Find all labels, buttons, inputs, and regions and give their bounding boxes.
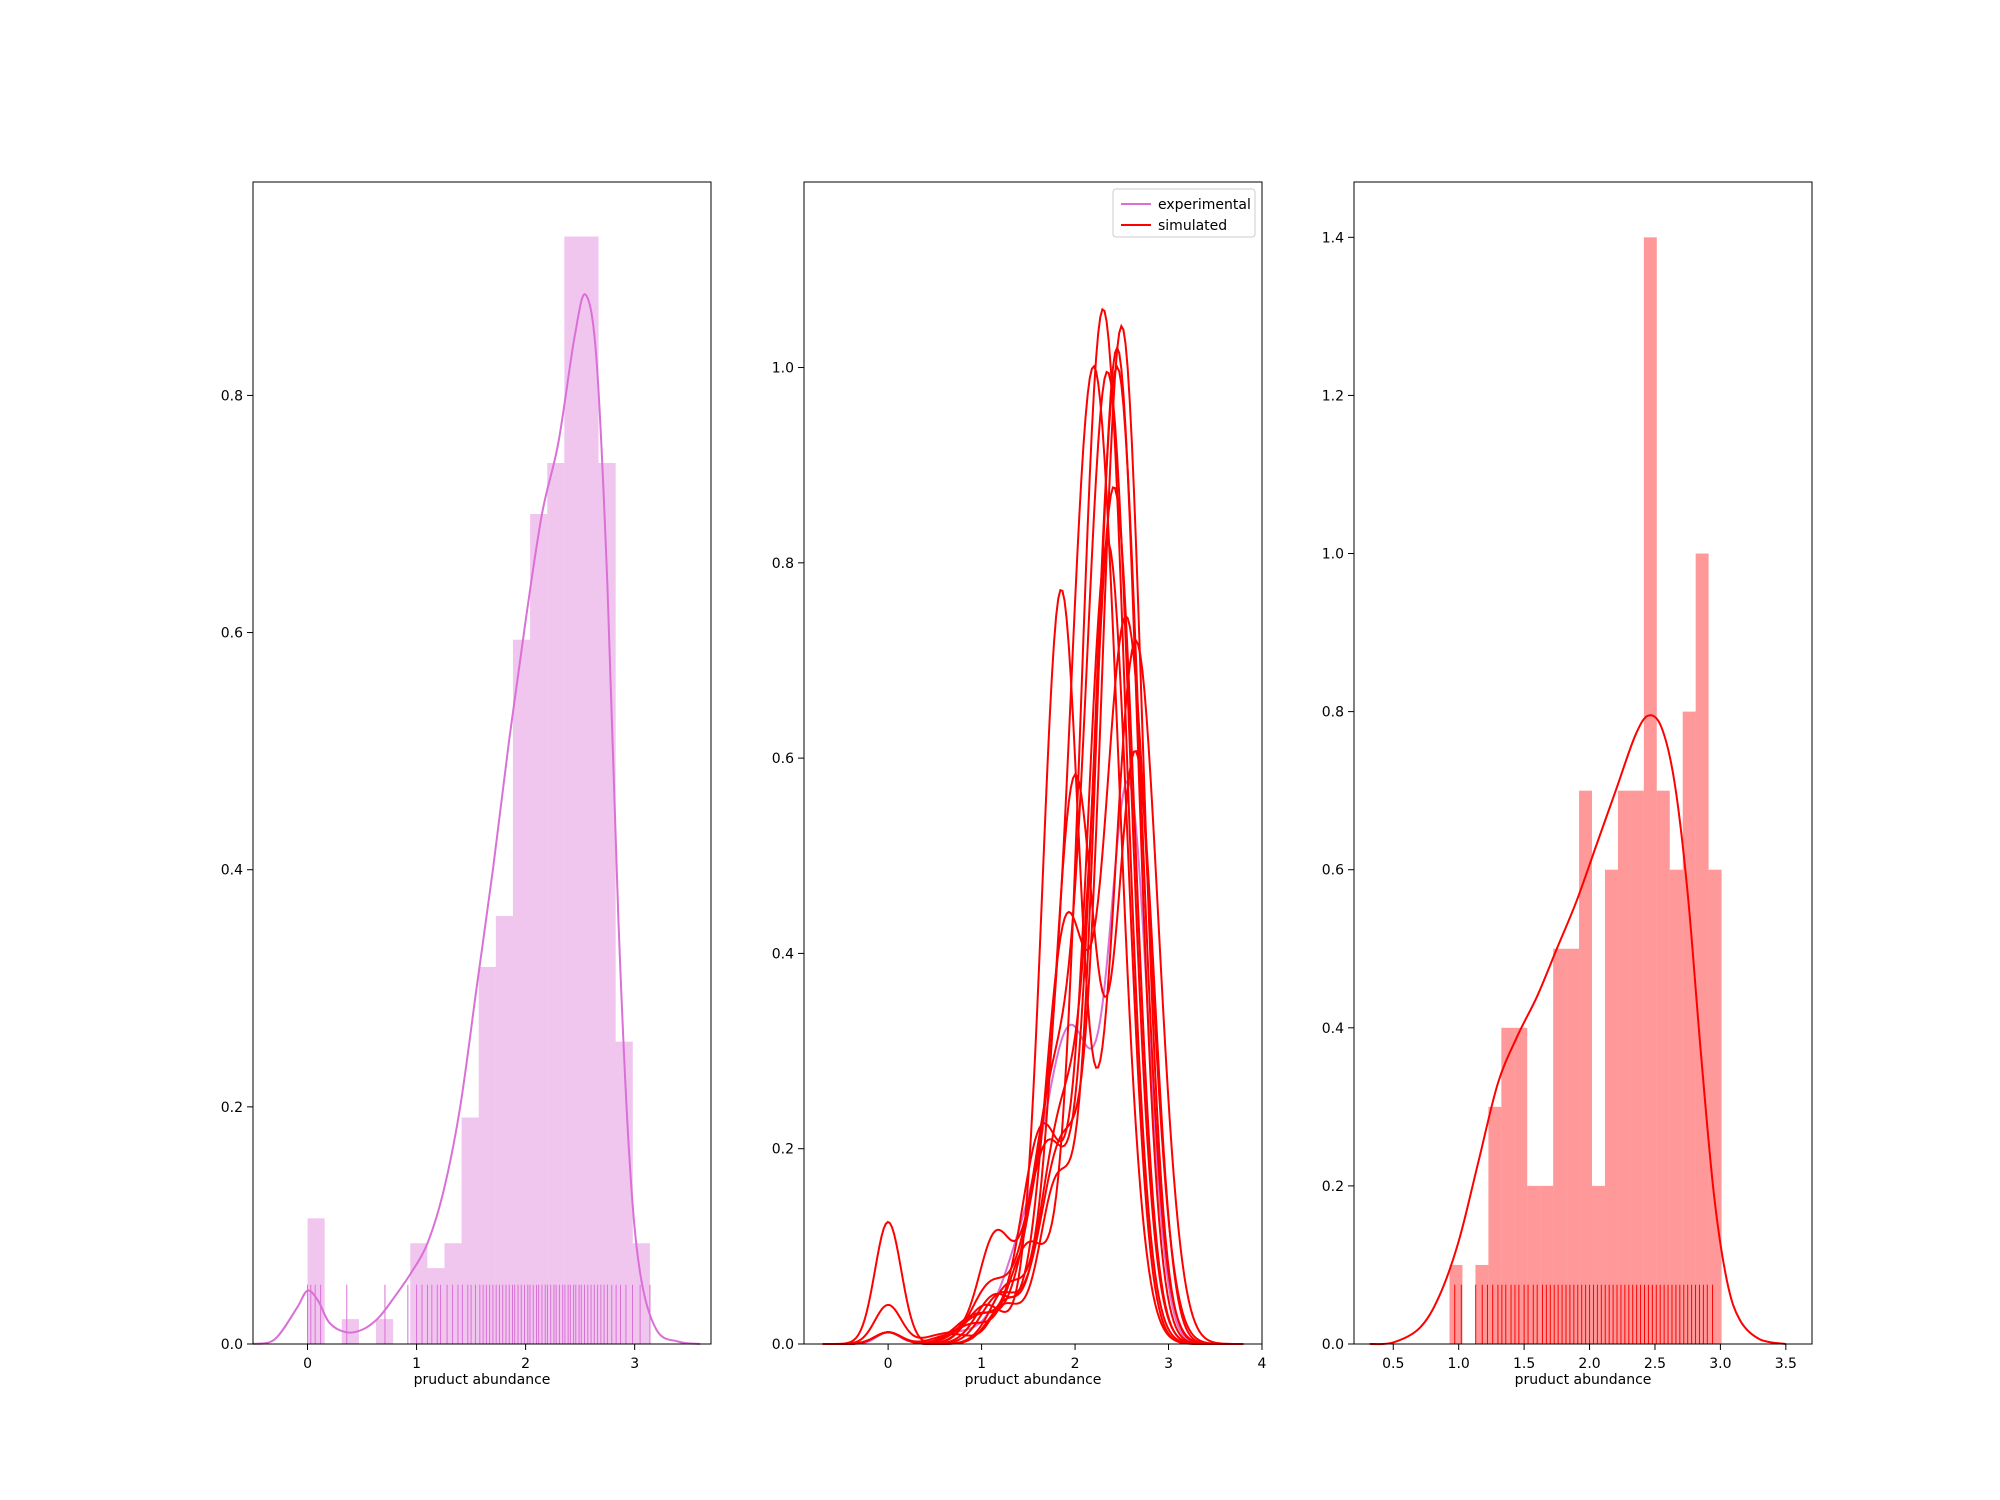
y-tick-label: 0.6	[772, 751, 794, 767]
x-tick-label: 2	[521, 1356, 530, 1372]
y-tick-label: 0.4	[221, 863, 243, 879]
x-tick-label: 3	[630, 1356, 639, 1372]
y-tick-label: 0.0	[221, 1337, 243, 1353]
axes-frame	[252, 181, 712, 1345]
histogram-bars	[307, 236, 650, 1344]
histogram-bar-11	[1604, 869, 1618, 1344]
kde-lines	[822, 307, 1244, 1345]
histogram-bars	[1449, 237, 1722, 1345]
x-tick-label: 3	[1164, 1356, 1173, 1372]
histogram-bar-15	[1656, 790, 1670, 1344]
histogram-bar-2	[1488, 1106, 1502, 1344]
kde-line-simulated-2	[822, 370, 1244, 1345]
panel-experimental-histogram: 0 1 2 3 0.0 0.2 0.4 0.6 0.8 pruduct abundance	[221, 181, 712, 1388]
kde-line-simulated-7	[822, 345, 1244, 1345]
x-tick-label: 0	[303, 1356, 312, 1372]
x-tick-label: 2.5	[1644, 1356, 1666, 1372]
y-tick-label: 1.4	[1322, 230, 1344, 246]
x-tick-label: 1.5	[1513, 1356, 1535, 1372]
y-tick-label: 0.2	[1322, 1179, 1344, 1195]
rug-marks	[307, 1284, 651, 1344]
histogram-bar-3	[410, 1243, 428, 1344]
y-tick-label: 0.8	[221, 388, 243, 404]
y-tick-label: 1.2	[1322, 388, 1344, 404]
y-tick-label: 0.2	[772, 1142, 794, 1158]
panel-kde-comparison: 0 1 2 3 4 0.0 0.2 0.4 0.6 0.8 1.0 pruduct abundan…	[772, 181, 1267, 1388]
x-axis-label: pruduct abundance	[1515, 1372, 1652, 1388]
histogram-bar-14	[1643, 237, 1657, 1345]
y-tick-label: 0.8	[1322, 705, 1344, 721]
y-tick-label: 1.0	[1322, 547, 1344, 563]
histogram-bar-8	[1566, 948, 1580, 1344]
histogram-bar-6	[461, 1117, 479, 1344]
histogram-bar-13	[1630, 790, 1644, 1344]
y-axis-ticks: 0.0 0.2 0.4 0.6 0.8	[221, 388, 253, 1353]
x-axis-label: pruduct abundance	[965, 1372, 1102, 1388]
kde-lines	[252, 293, 701, 1345]
y-tick-label: 0.4	[772, 946, 794, 962]
x-axis-ticks: 0.5 1.0 1.5 2.0 2.5 3.0 3.5	[1382, 1344, 1797, 1372]
kde-line	[1369, 714, 1787, 1346]
x-axis-label: pruduct abundance	[414, 1372, 551, 1388]
y-tick-label: 0.6	[221, 626, 243, 642]
histogram-bar-4	[1514, 1027, 1528, 1344]
x-tick-label: 1	[412, 1356, 421, 1372]
x-tick-label: 0	[884, 1356, 893, 1372]
y-tick-label: 0.4	[1322, 1021, 1344, 1037]
legend-label-simulated: simulated	[1158, 218, 1227, 234]
y-tick-label: 1.0	[772, 361, 794, 377]
histogram-bar-18	[1695, 553, 1709, 1344]
x-tick-label: 2	[1071, 1356, 1080, 1372]
histogram-bar-19	[1708, 869, 1722, 1344]
axes-frame	[803, 181, 1263, 1345]
histogram-bar-16	[632, 1243, 650, 1344]
y-tick-label: 0.0	[1322, 1337, 1344, 1353]
histogram-bar-9	[1579, 790, 1593, 1344]
x-tick-label: 2.0	[1578, 1356, 1600, 1372]
histogram-bar-3	[1501, 1027, 1515, 1344]
y-tick-label: 0.8	[772, 556, 794, 572]
x-tick-label: 1	[977, 1356, 986, 1372]
histogram-bar-13	[581, 236, 599, 1344]
histogram-bar-10	[1592, 1185, 1605, 1344]
histogram-bar-16	[1669, 869, 1683, 1344]
y-tick-label: 0.0	[772, 1337, 794, 1353]
histogram-bar-15	[615, 1041, 633, 1344]
histogram-bar-7	[478, 966, 496, 1344]
y-axis-ticks: 0.0 0.2 0.4 0.6 0.8 1.0	[772, 361, 804, 1353]
y-tick-label: 0.6	[1322, 863, 1344, 879]
x-tick-label: 1.0	[1448, 1356, 1470, 1372]
histogram-bar-0	[1449, 1264, 1463, 1344]
panel-simulated-histogram: 0.5 1.0 1.5 2.0 2.5 3.0 3.5 0.0 0.2 0.4 0.6 0.8 1.0…	[1322, 181, 1813, 1388]
histogram-bar-8	[495, 915, 513, 1344]
y-axis-ticks: 0.0 0.2 0.4 0.6 0.8 1.0 1.2 1.4	[1322, 230, 1354, 1353]
x-tick-label: 3.5	[1775, 1356, 1797, 1372]
histogram-bar-0	[307, 1218, 325, 1344]
histogram-bar-4	[427, 1268, 445, 1344]
kde-lines	[1369, 714, 1787, 1346]
histogram-bar-7	[1553, 948, 1567, 1344]
x-axis-ticks: 0 1 2 3 4	[884, 1344, 1267, 1372]
histogram-bar-10	[530, 514, 548, 1344]
legend-label-experimental: experimental	[1158, 197, 1251, 213]
histogram-bar-11	[547, 463, 565, 1344]
histogram-bar-12	[1617, 790, 1631, 1344]
histogram-bar-9	[512, 639, 531, 1344]
histogram-bar-1	[341, 1319, 359, 1344]
legend: experimental simulated	[1112, 188, 1256, 238]
kde-line	[252, 293, 701, 1345]
x-axis-ticks: 0 1 2 3	[303, 1344, 639, 1372]
histogram-bar-17	[1682, 711, 1696, 1344]
x-tick-label: 4	[1258, 1356, 1267, 1372]
kde-line-simulated-11	[822, 750, 1244, 1345]
x-tick-label: 0.5	[1382, 1356, 1404, 1372]
axes-frame	[1353, 181, 1813, 1345]
x-tick-label: 3.0	[1709, 1356, 1731, 1372]
y-tick-label: 0.2	[221, 1100, 243, 1116]
rug-marks	[1454, 1284, 1714, 1344]
histogram-bar-12	[564, 236, 582, 1344]
